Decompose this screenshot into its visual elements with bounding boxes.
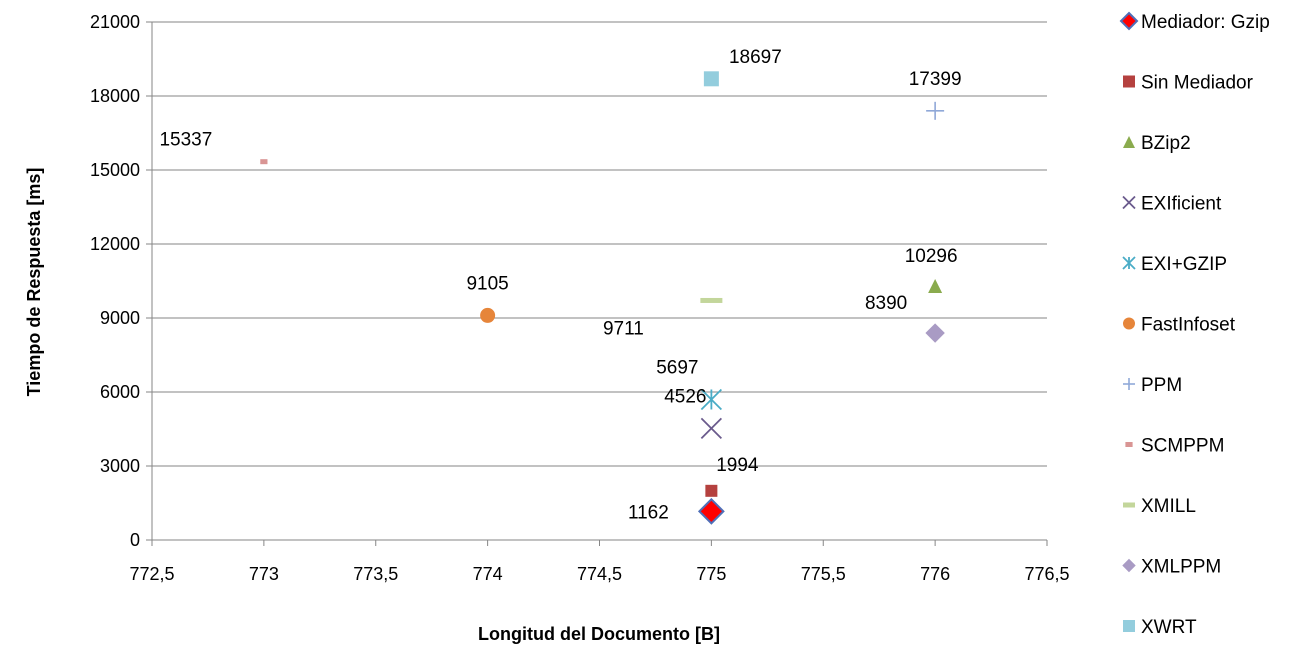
data-label: 18697 bbox=[729, 47, 782, 68]
data-label: 4526 bbox=[664, 386, 706, 407]
legend-item: Sin Mediador bbox=[1123, 73, 1254, 94]
legend-label: EXIficient bbox=[1141, 194, 1222, 215]
data-label: 9711 bbox=[603, 318, 644, 339]
x-tick-labels: 772,5 773 773,5 774 774,5 775 775,5 776 776,5 bbox=[129, 564, 1069, 584]
y-tick-label: 3000 bbox=[100, 456, 140, 476]
legend-label: BZip2 bbox=[1141, 133, 1191, 154]
x-axis-title: Longitud del Documento [B] bbox=[478, 624, 720, 644]
legend-item: BZip2 bbox=[1123, 133, 1191, 154]
legend-item: XMLPPM bbox=[1122, 557, 1221, 578]
data-point bbox=[925, 323, 945, 343]
y-tick-label: 18000 bbox=[90, 86, 140, 106]
data-point bbox=[480, 307, 496, 323]
legend-item: EXI+GZIP bbox=[1122, 254, 1227, 275]
x-tick-label: 776 bbox=[920, 564, 950, 584]
x-tick-label: 773 bbox=[249, 564, 279, 584]
legend-marker bbox=[1122, 558, 1136, 573]
data-point bbox=[700, 417, 723, 439]
y-tick-label: 0 bbox=[130, 530, 140, 550]
y-tick-label: 12000 bbox=[90, 234, 140, 254]
x-tick-label: 776,5 bbox=[1024, 564, 1069, 584]
x-tick-label: 774 bbox=[473, 564, 503, 584]
legend-label: Sin Mediador bbox=[1141, 73, 1254, 94]
data-label: 9105 bbox=[466, 273, 508, 294]
y-axis-title: Tiempo de Respuesta [ms] bbox=[24, 168, 44, 397]
legend-item: XMILL bbox=[1123, 496, 1196, 517]
data-point bbox=[700, 388, 723, 411]
legend-marker bbox=[1123, 502, 1135, 508]
data-points bbox=[260, 71, 945, 525]
legend-marker bbox=[1122, 256, 1136, 270]
x-tick-label: 775 bbox=[696, 564, 726, 584]
data-label: 1994 bbox=[716, 455, 759, 476]
legend-item: FastInfoset bbox=[1123, 315, 1236, 336]
legend-item: SCMPPM bbox=[1125, 436, 1224, 457]
gridlines bbox=[146, 21, 1047, 541]
data-labels: 1162 1994 10296 4526 5697 9105 17399 15337 9711 8… bbox=[159, 47, 961, 524]
legend-marker bbox=[1123, 75, 1135, 88]
y-tick-label: 9000 bbox=[100, 308, 140, 328]
data-label: 15337 bbox=[159, 130, 212, 151]
y-tick-label: 21000 bbox=[90, 12, 140, 32]
data-label: 5697 bbox=[656, 357, 698, 378]
y-tick-labels: 0 3000 6000 9000 12000 15000 18000 21000 bbox=[90, 12, 140, 550]
data-label: 8390 bbox=[865, 293, 907, 314]
legend-marker bbox=[1125, 442, 1133, 447]
legend-label: FastInfoset bbox=[1141, 315, 1236, 336]
legend: Mediador: Gzip Sin Mediador BZip2 EXIficien… bbox=[1119, 11, 1270, 638]
legend-marker bbox=[1123, 317, 1135, 330]
data-point bbox=[700, 297, 723, 303]
y-tick-label: 15000 bbox=[90, 160, 140, 180]
legend-label: PPM bbox=[1141, 375, 1182, 396]
legend-item: EXIficient bbox=[1122, 194, 1222, 215]
x-tick-label: 773,5 bbox=[353, 564, 398, 584]
legend-label: EXI+GZIP bbox=[1141, 254, 1227, 275]
data-point bbox=[705, 484, 718, 497]
data-point bbox=[926, 101, 945, 120]
y-tick-label: 6000 bbox=[100, 382, 140, 402]
data-point bbox=[260, 159, 268, 165]
legend-item: Mediador: Gzip bbox=[1119, 11, 1270, 33]
legend-label: Mediador: Gzip bbox=[1141, 12, 1270, 33]
x-tick-label: 774,5 bbox=[577, 564, 622, 584]
legend-label: SCMPPM bbox=[1141, 436, 1224, 457]
legend-marker bbox=[1123, 620, 1135, 632]
axes bbox=[151, 22, 1048, 546]
legend-marker bbox=[1123, 136, 1135, 148]
data-label: 10296 bbox=[905, 246, 958, 267]
legend-marker bbox=[1122, 195, 1136, 210]
data-point bbox=[703, 71, 719, 87]
legend-item: PPM bbox=[1123, 375, 1182, 396]
legend-label: XWRT bbox=[1141, 617, 1197, 638]
legend-item: XWRT bbox=[1123, 617, 1197, 638]
legend-marker bbox=[1123, 378, 1135, 390]
legend-label: XMLPPM bbox=[1141, 557, 1221, 578]
x-tick-label: 772,5 bbox=[129, 564, 174, 584]
data-point bbox=[697, 497, 725, 525]
legend-marker bbox=[1119, 11, 1139, 31]
data-label: 17399 bbox=[909, 69, 962, 90]
data-point bbox=[928, 279, 943, 294]
x-tick-label: 775,5 bbox=[801, 564, 846, 584]
data-label: 1162 bbox=[628, 502, 669, 523]
legend-label: XMILL bbox=[1141, 496, 1196, 517]
